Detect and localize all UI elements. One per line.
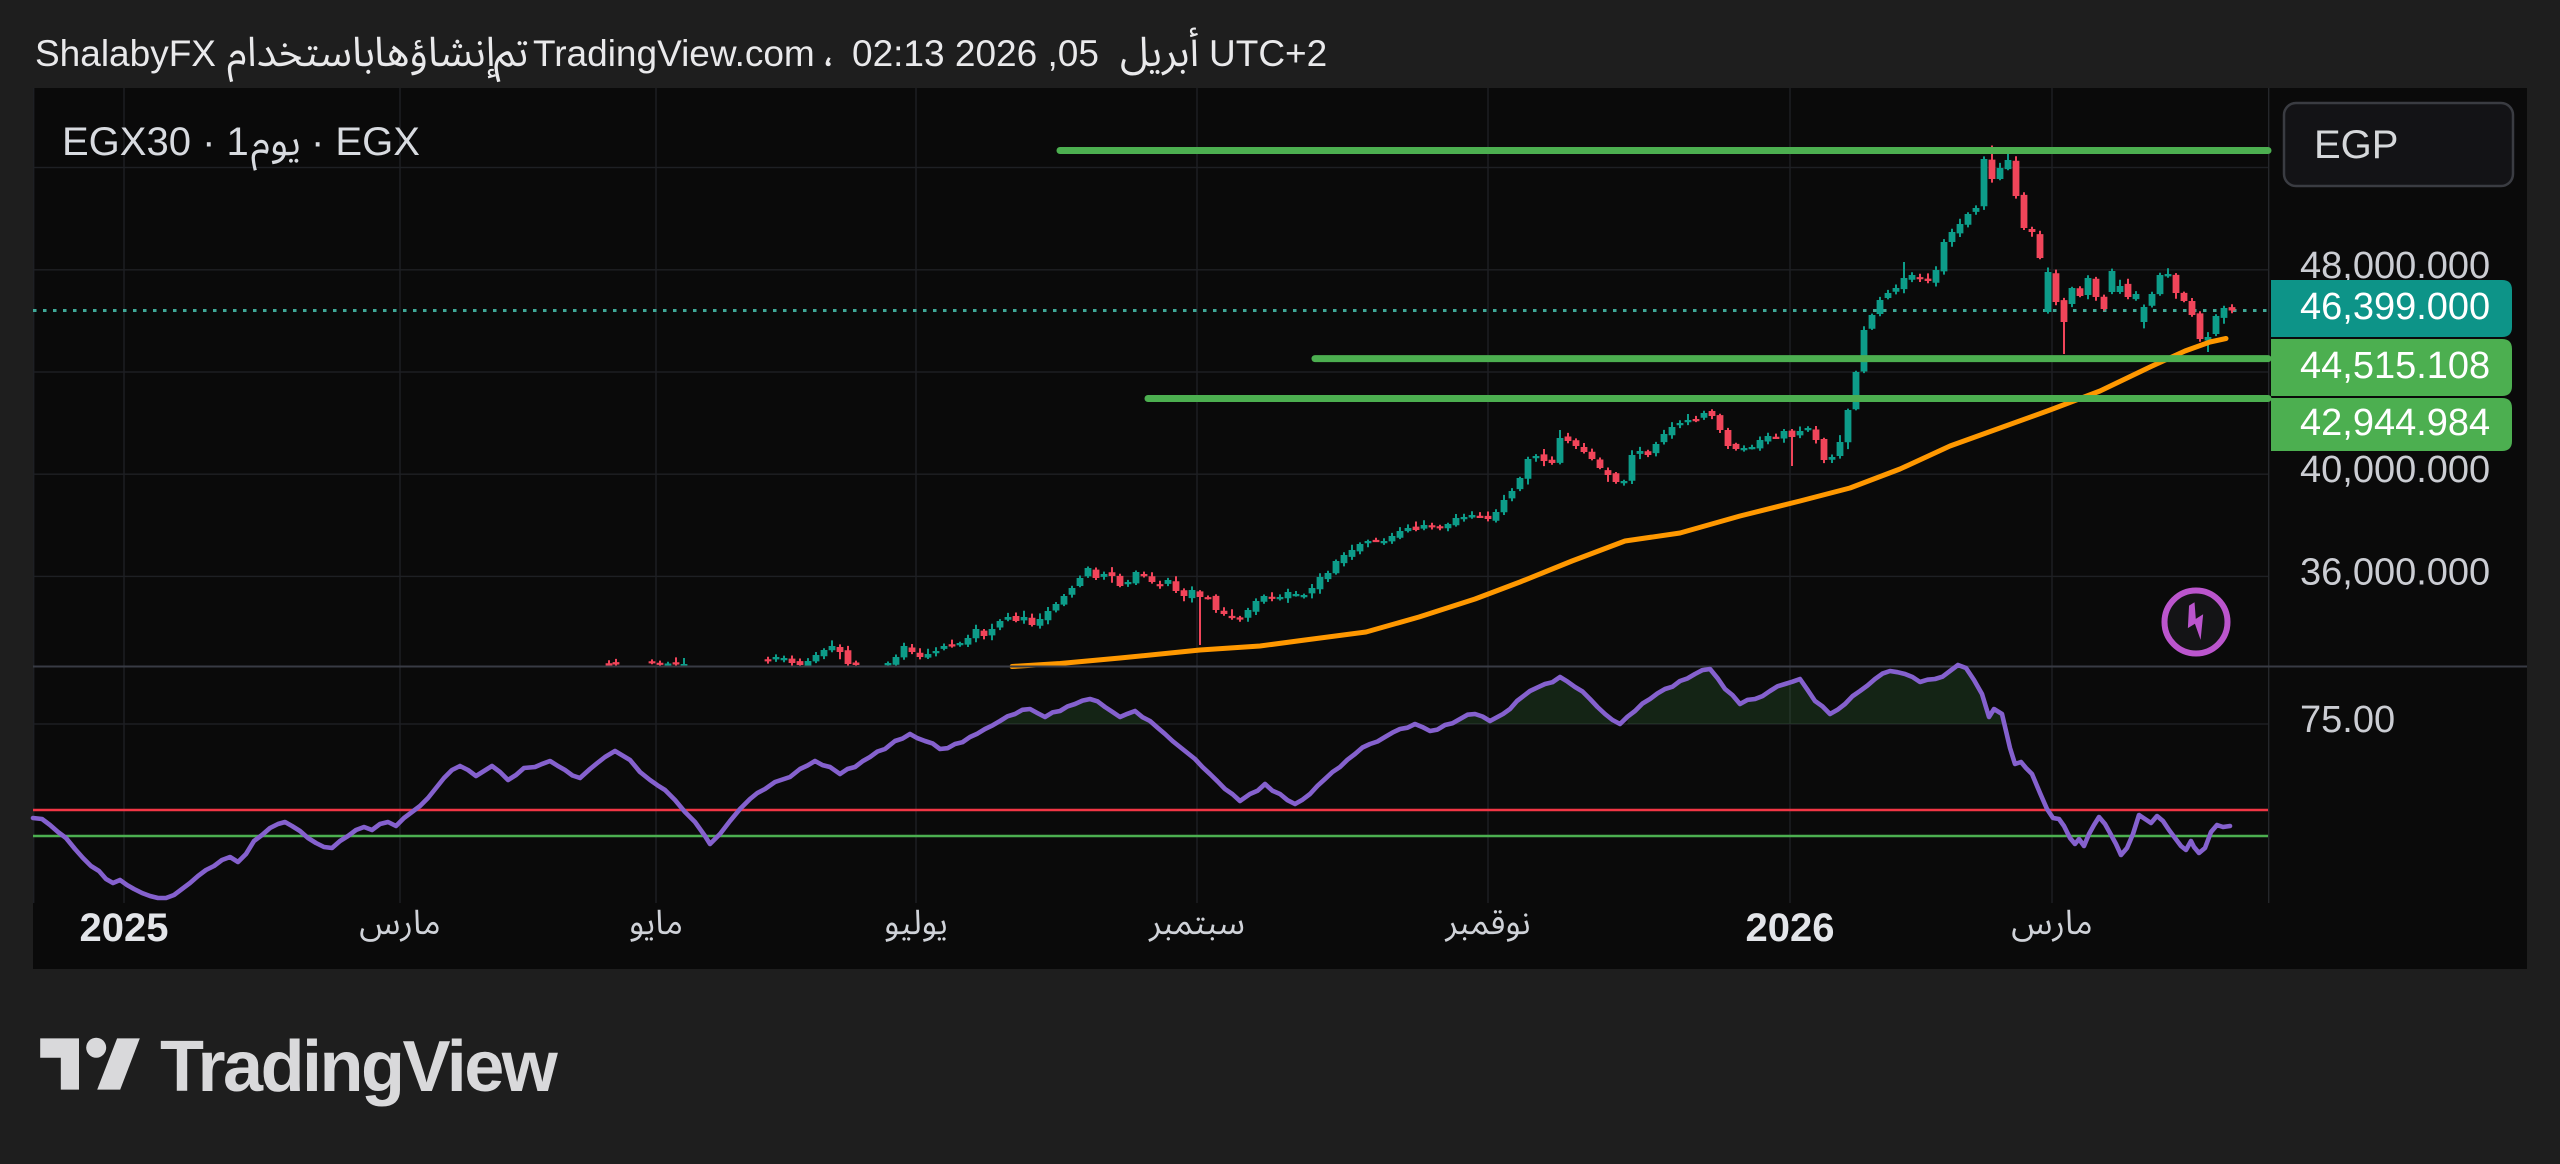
svg-text:2026: 2026 [1746,906,1835,950]
svg-text:TradingView: TradingView [160,1027,559,1107]
svg-text:75.00: 75.00 [2300,699,2395,741]
svg-text:UTC+2: UTC+2 [1209,33,1327,74]
svg-text:· EGX: · EGX [311,120,420,164]
svg-text:EGP: EGP [2314,123,2398,167]
svg-text:44,515.108: 44,515.108 [2300,345,2490,387]
svg-text:EGX30 · 1: EGX30 · 1 [62,120,249,164]
svg-text:02:13 2026 ,05: 02:13 2026 ,05 [852,33,1099,74]
svg-text:48,000.000: 48,000.000 [2300,245,2490,287]
svg-text:42,944.984: 42,944.984 [2300,402,2490,444]
svg-text:40,000.000: 40,000.000 [2300,449,2490,491]
svg-text:ShalabyFX: ShalabyFX [35,33,216,74]
svg-text:46,399.000: 46,399.000 [2300,286,2490,328]
svg-text:2025: 2025 [80,906,169,950]
svg-text:36,000.000: 36,000.000 [2300,551,2490,593]
svg-text:TradingView.com: TradingView.com [533,33,815,74]
